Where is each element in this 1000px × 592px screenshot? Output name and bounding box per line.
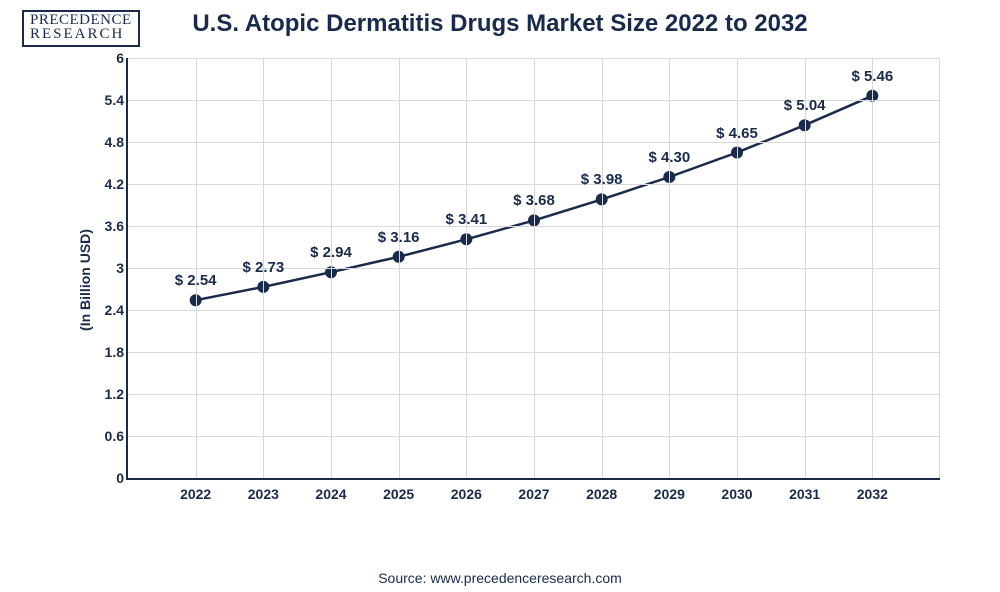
source-text: Source: www.precedenceresearch.com — [378, 570, 622, 586]
x-tick-label: 2025 — [383, 486, 414, 502]
data-label: $ 2.54 — [175, 272, 217, 289]
plot-area: 00.61.21.82.433.64.24.85.462022202320242… — [126, 58, 940, 480]
y-tick-label: 5.4 — [92, 92, 124, 108]
x-tick-label: 2022 — [180, 486, 211, 502]
y-tick-label: 3.6 — [92, 218, 124, 234]
x-tick-label: 2030 — [721, 486, 752, 502]
y-tick-label: 0.6 — [92, 428, 124, 444]
gridline-v — [466, 58, 467, 478]
y-tick-label: 1.2 — [92, 386, 124, 402]
data-label: $ 3.41 — [445, 211, 487, 228]
gridline-v — [737, 58, 738, 478]
x-tick-label: 2029 — [654, 486, 685, 502]
y-tick-label: 4.8 — [92, 134, 124, 150]
data-label: $ 2.73 — [242, 259, 284, 276]
data-label: $ 3.98 — [581, 171, 623, 188]
gridline-v — [872, 58, 873, 478]
brand-logo: PRECEDENCE RESEARCH — [22, 10, 140, 47]
y-axis-label: (In Billion USD) — [77, 229, 93, 331]
gridline-v — [399, 58, 400, 478]
x-tick-label: 2031 — [789, 486, 820, 502]
y-tick-label: 0 — [92, 470, 124, 486]
gridline-v — [534, 58, 535, 478]
x-tick-label: 2028 — [586, 486, 617, 502]
chart-title: U.S. Atopic Dermatitis Drugs Market Size… — [20, 10, 980, 38]
data-label: $ 4.65 — [716, 125, 758, 142]
y-tick-label: 2.4 — [92, 302, 124, 318]
plot-wrapper: (In Billion USD) 00.61.21.82.433.64.24.8… — [92, 50, 940, 510]
gridline-v — [805, 58, 806, 478]
gridline-v — [669, 58, 670, 478]
logo-line2: RESEARCH — [30, 28, 132, 42]
y-tick-label: 3 — [92, 260, 124, 276]
x-tick-label: 2026 — [451, 486, 482, 502]
x-tick-label: 2024 — [315, 486, 346, 502]
data-label: $ 5.04 — [784, 97, 826, 114]
gridline-v — [602, 58, 603, 478]
x-tick-label: 2032 — [857, 486, 888, 502]
chart-container: PRECEDENCE RESEARCH U.S. Atopic Dermatit… — [0, 0, 1000, 592]
y-tick-label: 4.2 — [92, 176, 124, 192]
x-tick-label: 2027 — [518, 486, 549, 502]
y-tick-label: 6 — [92, 50, 124, 66]
gridline-v — [331, 58, 332, 478]
data-label: $ 2.94 — [310, 244, 352, 261]
x-tick-label: 2023 — [248, 486, 279, 502]
data-label: $ 3.16 — [378, 229, 420, 246]
gridline-v — [939, 58, 940, 478]
data-label: $ 4.30 — [648, 149, 690, 166]
y-tick-label: 1.8 — [92, 344, 124, 360]
gridline-v — [196, 58, 197, 478]
data-label: $ 3.68 — [513, 192, 555, 209]
data-label: $ 5.46 — [851, 68, 893, 85]
